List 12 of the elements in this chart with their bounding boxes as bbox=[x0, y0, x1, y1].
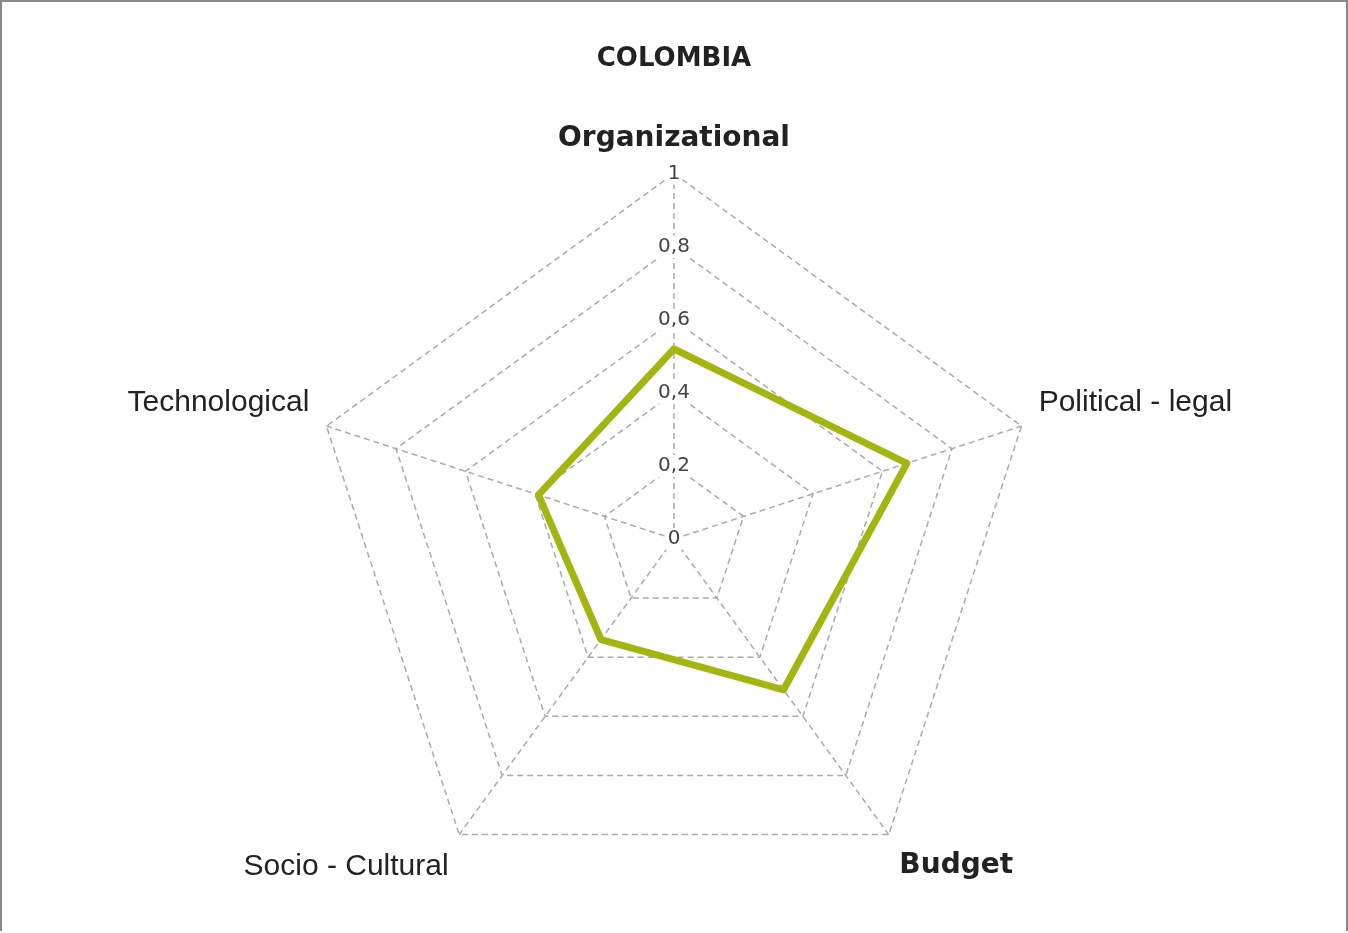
spoke-label: Political - legal bbox=[1038, 383, 1233, 417]
y-tick-label: 0,6 bbox=[658, 305, 690, 330]
chart-title: COLOMBIA bbox=[595, 42, 753, 72]
spoke-label: Organizational bbox=[558, 120, 790, 154]
spoke-label: Technological bbox=[127, 383, 310, 417]
spoke-label: Socio - Cultural bbox=[243, 848, 449, 882]
y-tick-label: 0,4 bbox=[658, 379, 690, 404]
y-tick-label: 0,8 bbox=[658, 232, 690, 257]
spoke-label: Budget bbox=[899, 847, 1014, 881]
y-tick-label: 1 bbox=[667, 159, 681, 184]
y-tick-label: 0 bbox=[667, 525, 681, 550]
y-tick-label: 0,2 bbox=[658, 452, 690, 477]
